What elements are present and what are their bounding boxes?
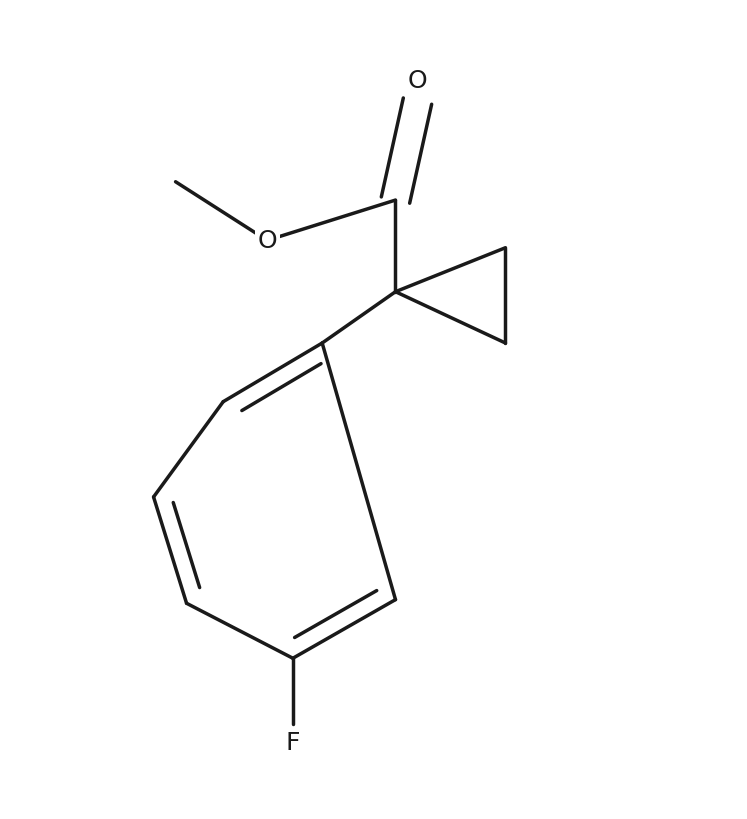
Text: O: O bbox=[408, 70, 427, 93]
Text: O: O bbox=[258, 229, 277, 253]
Text: F: F bbox=[285, 731, 300, 754]
